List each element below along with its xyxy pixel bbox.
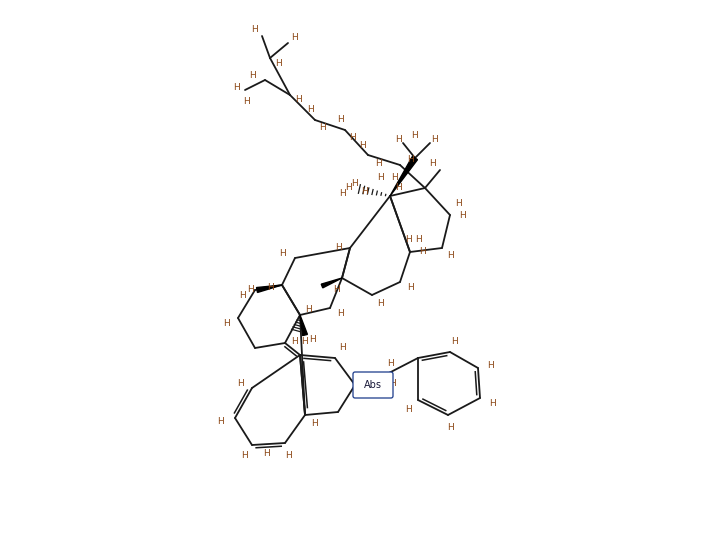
Text: H: H — [430, 158, 437, 168]
Text: H: H — [418, 248, 425, 256]
Text: H: H — [458, 211, 465, 219]
Text: H: H — [340, 344, 346, 353]
Text: H: H — [291, 337, 298, 345]
Text: H: H — [218, 416, 225, 426]
Text: H: H — [335, 244, 341, 252]
Text: H: H — [390, 378, 397, 388]
Text: H: H — [455, 199, 461, 207]
Text: H: H — [432, 135, 438, 145]
Text: H: H — [411, 131, 418, 140]
Text: H: H — [387, 359, 393, 367]
Text: H: H — [305, 305, 312, 315]
Text: H: H — [404, 235, 411, 245]
Text: H: H — [274, 58, 282, 68]
Polygon shape — [300, 315, 307, 336]
Text: H: H — [250, 70, 256, 80]
Text: H: H — [307, 106, 313, 114]
Text: H: H — [302, 337, 308, 345]
Text: H: H — [234, 84, 240, 92]
Text: H: H — [489, 399, 496, 408]
Text: H: H — [406, 283, 413, 292]
Polygon shape — [390, 156, 418, 196]
Text: H: H — [319, 124, 326, 133]
Text: H: H — [406, 156, 413, 164]
Text: H: H — [337, 116, 343, 124]
Polygon shape — [322, 278, 342, 288]
Text: H: H — [246, 285, 253, 294]
Text: H: H — [352, 179, 359, 189]
Text: H: H — [264, 448, 270, 458]
Text: H: H — [350, 134, 357, 142]
Text: H: H — [279, 249, 286, 257]
Text: H: H — [223, 318, 230, 327]
Text: H: H — [345, 184, 352, 192]
Text: H: H — [486, 360, 494, 370]
Text: H: H — [362, 186, 369, 195]
Text: H: H — [337, 309, 343, 317]
Text: H: H — [448, 422, 454, 432]
Text: H: H — [239, 290, 246, 300]
Text: H: H — [375, 158, 381, 168]
FancyBboxPatch shape — [353, 372, 393, 398]
Text: H: H — [312, 419, 319, 427]
Text: H: H — [291, 34, 298, 42]
Text: H: H — [237, 378, 244, 388]
Text: H: H — [404, 405, 411, 415]
Text: H: H — [338, 190, 345, 199]
Text: H: H — [241, 450, 247, 459]
Text: H: H — [377, 173, 383, 183]
Text: H: H — [309, 336, 315, 344]
Text: Abs: Abs — [364, 380, 382, 390]
Text: H: H — [333, 285, 340, 294]
Text: H: H — [446, 251, 453, 261]
Text: H: H — [415, 235, 421, 245]
Text: H: H — [267, 283, 273, 293]
Text: H: H — [244, 97, 251, 107]
Text: H: H — [359, 140, 366, 150]
Text: H: H — [395, 184, 402, 192]
Text: H: H — [251, 25, 258, 35]
Text: H: H — [395, 135, 402, 145]
Polygon shape — [256, 285, 282, 293]
Text: H: H — [377, 299, 383, 307]
Text: H: H — [451, 338, 458, 346]
Text: H: H — [392, 173, 398, 183]
Text: H: H — [284, 450, 291, 459]
Text: H: H — [295, 96, 301, 104]
